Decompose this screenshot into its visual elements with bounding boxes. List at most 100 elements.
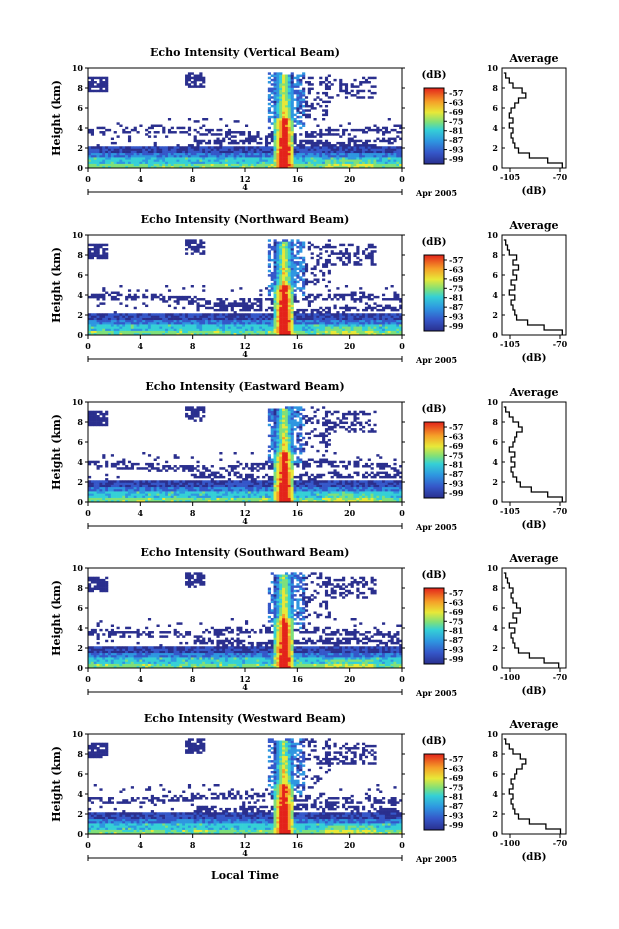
heatmap-cell — [302, 150, 306, 154]
heatmap-cell — [327, 326, 331, 329]
heatmap-cell — [90, 165, 94, 169]
heatmap-cell — [327, 261, 331, 264]
heatmap-cell — [287, 302, 291, 305]
heatmap-cell — [90, 484, 94, 488]
heatmap-cell — [88, 157, 92, 160]
heatmap-cell — [142, 321, 146, 325]
heatmap-cell — [162, 152, 166, 156]
heatmap-cell — [324, 163, 329, 167]
heatmap-cell — [359, 315, 363, 318]
heatmap-cell — [307, 280, 311, 284]
heatmap-cell — [165, 330, 169, 334]
heatmap-cell — [287, 85, 291, 88]
heatmap-cell — [96, 315, 100, 318]
heatmap-cell — [150, 321, 154, 325]
heatmap-cell — [307, 150, 311, 154]
heatmap-cell — [162, 499, 166, 503]
heatmap-cell — [307, 328, 311, 331]
heatmap-cell — [88, 146, 92, 149]
heatmap-cell — [185, 480, 189, 483]
heatmap-cell — [304, 161, 309, 164]
heatmap-cell — [316, 165, 320, 169]
heatmap-cell — [390, 128, 394, 132]
heatmap-cell — [130, 497, 134, 501]
heatmap-cell — [193, 139, 197, 143]
heatmap-cell — [376, 315, 380, 318]
heatmap-cell — [205, 141, 209, 145]
heatmap-cell — [342, 321, 346, 325]
heatmap-cell — [156, 163, 160, 167]
heatmap-cell — [353, 159, 357, 162]
heatmap-cell — [376, 161, 380, 164]
heatmap-cell — [147, 135, 152, 138]
heatmap-cell — [213, 471, 217, 475]
heatmap-cell — [270, 148, 274, 151]
heatmap-cell — [270, 122, 274, 125]
heatmap-cell — [273, 252, 277, 255]
heatmap-cell — [236, 146, 240, 149]
heatmap-cell — [284, 263, 289, 266]
heatmap-cell — [150, 488, 154, 492]
heatmap-cell — [310, 313, 314, 316]
heatmap-cell — [233, 465, 237, 468]
heatmap-cell — [267, 313, 271, 316]
heatmap-cell — [119, 460, 123, 464]
heatmap-cell — [150, 462, 154, 466]
heatmap-cell — [390, 165, 394, 169]
heatmap-cell — [190, 163, 194, 167]
heatmap-cell — [290, 295, 294, 299]
heatmap-cell — [90, 81, 94, 84]
heatmap-cell — [125, 298, 129, 301]
heatmap-cell — [113, 319, 117, 323]
heatmap-cell — [193, 328, 197, 331]
heatmap-cell — [359, 139, 363, 143]
heatmap-cell — [270, 432, 274, 435]
heatmap-cell — [302, 282, 306, 286]
heatmap-cell — [233, 482, 237, 485]
heatmap-cell — [199, 78, 203, 82]
heatmap-cell — [364, 81, 369, 84]
x-tick-label: 8 — [190, 174, 196, 184]
heatmap-cell — [347, 321, 351, 325]
heatmap-cell — [290, 269, 294, 273]
heatmap-cell — [370, 321, 374, 325]
heatmap-cell — [88, 493, 92, 496]
heatmap-cell — [225, 484, 229, 488]
heatmap-cell — [99, 159, 103, 162]
heatmap-cell — [290, 76, 294, 80]
heatmap-cell — [396, 298, 400, 301]
heatmap-cell — [284, 109, 289, 112]
heatmap-cell — [290, 133, 294, 136]
heatmap-cell — [107, 321, 112, 325]
heatmap-cell — [136, 493, 140, 496]
heatmap-cell — [207, 319, 212, 323]
heatmap-cell — [179, 499, 183, 503]
heatmap-cell — [299, 89, 303, 93]
heatmap-cell — [210, 317, 214, 321]
heatmap-cell — [353, 326, 357, 329]
heatmap-cell — [182, 154, 186, 158]
heatmap-cell — [253, 161, 257, 164]
heatmap-cell — [153, 493, 157, 496]
heatmap-cell — [193, 332, 197, 336]
heatmap-cell — [102, 152, 106, 156]
heatmap-cell — [299, 154, 303, 158]
heatmap-cell — [185, 74, 189, 77]
heatmap-cell — [359, 298, 363, 301]
heatmap-cell — [176, 315, 180, 318]
heatmap-cell — [302, 317, 306, 321]
heatmap-cell — [316, 161, 320, 164]
heatmap-cell — [182, 324, 186, 327]
heatmap-cell — [222, 495, 226, 498]
heatmap-cell — [122, 152, 126, 156]
heatmap-cell — [322, 141, 326, 145]
heatmap-cell — [367, 139, 371, 143]
heatmap-cell — [270, 135, 274, 138]
heatmap-cell — [230, 135, 234, 138]
heatmap-cell — [216, 332, 220, 336]
heatmap-cell — [245, 146, 249, 149]
heatmap-cell — [364, 326, 369, 329]
heatmap-cell — [382, 152, 386, 156]
colorbar-tick-label: -93 — [449, 145, 464, 155]
